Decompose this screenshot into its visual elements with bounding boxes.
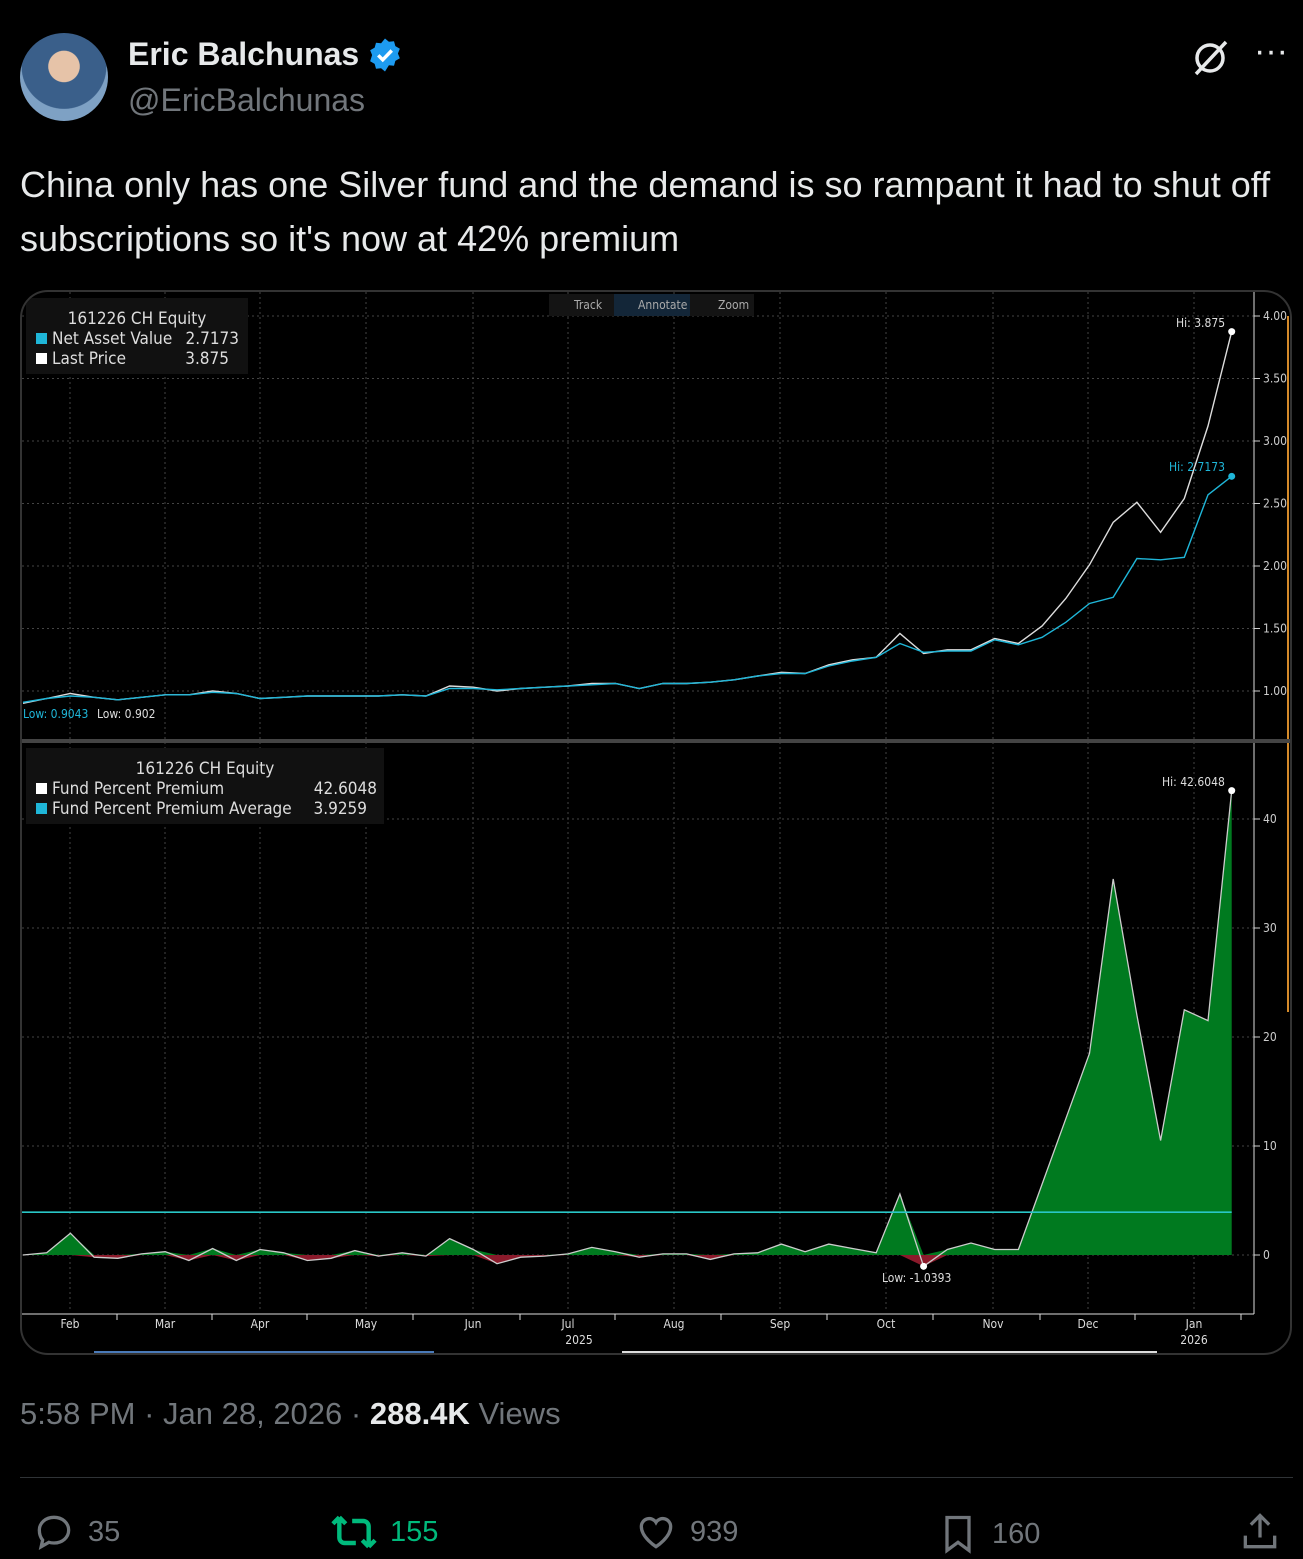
chart-image: 1.00 1.50 2.00 2.50 3.00 3.50 4.00 0 10 20 30 40 Hi:…: [20, 290, 1292, 1355]
divider: [20, 1477, 1293, 1478]
bookmark-icon: [945, 1515, 971, 1554]
legend-swatch: [36, 333, 47, 344]
y-tick-label: 3.50: [1263, 372, 1287, 386]
more-options-icon[interactable]: ···: [1254, 32, 1288, 70]
x-tick-label: Mar: [155, 1317, 176, 1331]
x-tick-label: Jan: [1185, 1317, 1203, 1331]
nav-line: [22, 475, 1233, 703]
tweet-meta: 5:58 PM · Jan 28, 2026 · 288.4K Views: [20, 1396, 561, 1431]
last-price-line: [22, 331, 1233, 704]
legend-series-name: Net Asset Value: [52, 329, 172, 349]
nav-low-label: Low: 0.9043: [23, 707, 88, 721]
x-tick-label: Oct: [877, 1317, 896, 1331]
price-hi-marker: [1228, 328, 1236, 336]
repost-count: 155: [390, 1515, 439, 1548]
y-tick-label: 2.00: [1263, 559, 1287, 573]
x-tick-label: Dec: [1078, 1317, 1099, 1331]
legend-title: 161226 CH Equity: [136, 759, 275, 779]
reply-icon: [37, 1515, 71, 1550]
verified-badge-icon: [370, 38, 401, 71]
view-count: 288.4K: [369, 1396, 470, 1431]
author-name-text: Eric Balchunas: [128, 36, 360, 72]
legend-swatch: [36, 783, 47, 794]
heart-icon: [639, 1517, 673, 1549]
premium-low-label: Low: -1.0393: [882, 1271, 951, 1285]
like-count: 939: [690, 1515, 739, 1548]
legend-swatch: [36, 803, 47, 814]
y-tick-label: 10: [1263, 1139, 1277, 1153]
repost-icon: [331, 1515, 377, 1549]
premium-low-marker: [920, 1262, 928, 1270]
nav-hi-marker: [1228, 472, 1236, 480]
premium-line: [22, 790, 1233, 1268]
premium-hi-marker: [1228, 787, 1236, 795]
like-button[interactable]: 939: [634, 1510, 738, 1554]
views-label: Views: [478, 1396, 561, 1431]
repost-button[interactable]: 155: [330, 1510, 438, 1554]
share-button[interactable]: [1238, 1510, 1282, 1554]
bookmark-count: 160: [992, 1517, 1041, 1550]
x-tick-label: Sep: [770, 1317, 791, 1331]
x-tick-label: Apr: [251, 1317, 270, 1331]
premium-hi-label: Hi: 42.6048: [1162, 775, 1225, 789]
y-tick-label: 40: [1263, 812, 1277, 826]
reply-count: 35: [88, 1515, 121, 1548]
y-tick-label: 30: [1263, 921, 1277, 935]
price-low-label: Low: 0.902: [97, 707, 156, 721]
author-handle[interactable]: @EricBalchunas: [128, 82, 366, 118]
author-name[interactable]: Eric Balchunas: [128, 36, 403, 73]
legend-box: [26, 748, 384, 824]
year-label: 2026: [1180, 1333, 1208, 1347]
legend-series-value: 3.9259: [314, 799, 368, 819]
price-hi-label: Hi: 3.875: [1176, 316, 1225, 330]
x-tick-label: May: [355, 1317, 378, 1331]
legend-series-name: Fund Percent Premium Average: [52, 799, 292, 819]
tweet-date[interactable]: Jan 28, 2026: [163, 1396, 343, 1431]
share-icon: [1243, 1513, 1277, 1549]
legend-series-name: Last Price: [52, 349, 126, 369]
x-tick-label: Jul: [560, 1317, 574, 1331]
toolbar-track: Track: [573, 298, 603, 312]
toolbar-annotate: Annotate: [638, 298, 688, 312]
discount-area: [23, 1255, 1232, 1267]
annotate-highlight: [614, 294, 690, 316]
y-tick-label: 3.00: [1263, 434, 1287, 448]
avatar[interactable]: [20, 33, 108, 121]
toolbar-zoom: Zoom: [718, 298, 749, 312]
tweet-time[interactable]: 5:58 PM: [20, 1396, 136, 1431]
legend-title: 161226 CH Equity: [68, 309, 207, 329]
x-tick-label: Aug: [663, 1317, 684, 1331]
year-label: 2025: [565, 1333, 592, 1347]
scrollbar-thumb: [622, 1351, 1157, 1353]
legend-series-value: 42.6048: [314, 779, 377, 799]
panel-divider: [22, 739, 1290, 743]
y-tick-label: 1.00: [1263, 684, 1287, 698]
y-tick-label: 1.50: [1263, 622, 1287, 636]
legend-series-value: 2.7173: [186, 329, 240, 349]
grok-icon[interactable]: [1190, 38, 1230, 87]
legend-swatch: [36, 353, 47, 364]
legend-series-value: 3.875: [185, 349, 229, 369]
nav-hi-label: Hi: 2.7173: [1169, 460, 1225, 474]
chart-svg: 1.00 1.50 2.00 2.50 3.00 3.50 4.00 0 10 20 30 40 Hi:…: [22, 292, 1290, 1353]
tweet-text: China only has one Silver fund and the d…: [20, 164, 1271, 259]
y-tick-label: 2.50: [1263, 497, 1287, 511]
legend-series-name: Fund Percent Premium: [52, 779, 224, 799]
legend-box: [26, 298, 248, 374]
bookmark-button[interactable]: 160: [936, 1510, 1040, 1558]
y-tick-label: 4.00: [1263, 309, 1287, 323]
y-tick-label: 0: [1263, 1248, 1270, 1262]
reply-button[interactable]: 35: [32, 1510, 120, 1554]
x-tick-label: Nov: [982, 1317, 1004, 1331]
x-tick-label: Jun: [464, 1317, 482, 1331]
x-tick-label: Feb: [60, 1317, 79, 1331]
scrollbar-range: [94, 1351, 434, 1353]
y-tick-label: 20: [1263, 1030, 1277, 1044]
premium-area: [23, 790, 1232, 1255]
